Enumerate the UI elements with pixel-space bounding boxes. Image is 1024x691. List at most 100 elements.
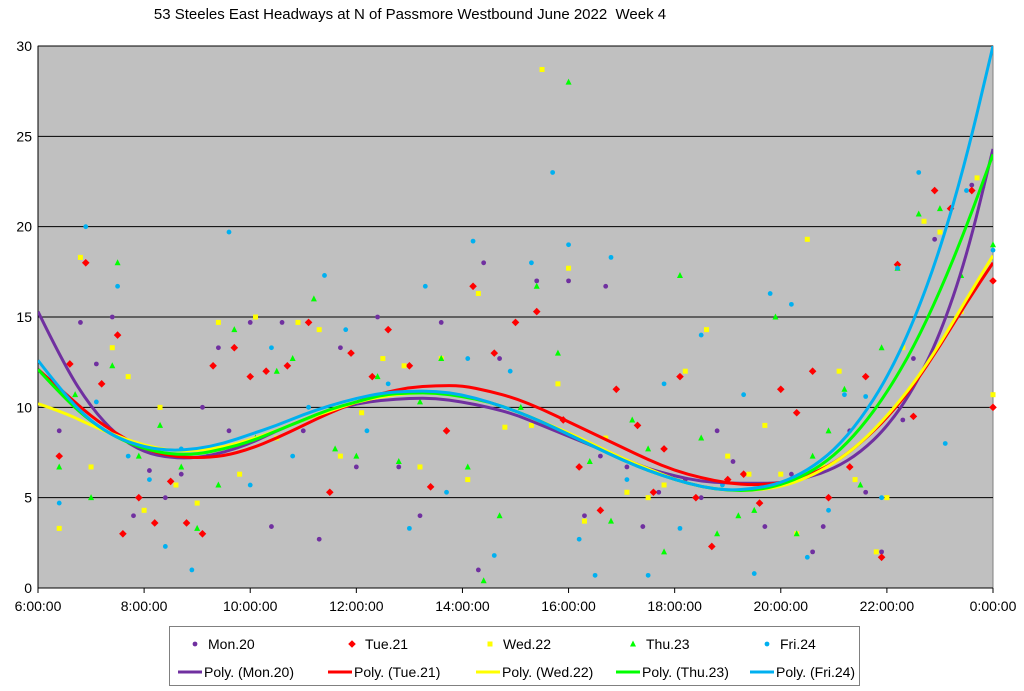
data-point (778, 471, 784, 477)
data-point (364, 428, 370, 434)
data-point (438, 320, 444, 325)
data-point (539, 66, 545, 72)
data-point (194, 500, 200, 506)
data-point (624, 464, 630, 470)
data-point (283, 361, 292, 370)
data-point (661, 482, 667, 488)
data-point (714, 530, 721, 537)
data-point (422, 283, 428, 289)
data-point (491, 553, 497, 558)
data-point (200, 404, 205, 410)
data-point (279, 320, 285, 325)
data-point (475, 567, 481, 573)
data-point (566, 242, 571, 248)
data-point (788, 301, 794, 307)
legend-marker-shape (630, 640, 636, 647)
data-point (645, 495, 651, 501)
data-point (262, 367, 270, 375)
data-point (304, 318, 313, 327)
legend-marker (764, 641, 770, 647)
data-point (582, 513, 587, 519)
data-point (921, 218, 927, 224)
data-point (660, 445, 668, 453)
data-point (566, 265, 572, 271)
data-point (347, 349, 355, 357)
data-point (776, 385, 785, 394)
data-point (209, 361, 217, 370)
legend-item-thu-23: Thu.23 (626, 630, 690, 658)
data-point (969, 182, 975, 188)
data-point (730, 459, 736, 464)
legend-marker (487, 641, 493, 647)
data-point (826, 507, 831, 513)
data-point (825, 427, 832, 434)
data-point (490, 349, 499, 357)
data-point (442, 427, 451, 435)
data-point (808, 367, 817, 375)
data-point (269, 345, 274, 351)
y-tick-label: 15 (16, 309, 32, 325)
data-point (147, 468, 152, 473)
data-point (247, 482, 253, 488)
data-point (624, 489, 630, 495)
y-tick-label: 25 (16, 128, 32, 144)
x-tick-label: 6:00:00 (15, 598, 62, 614)
data-point (608, 517, 614, 524)
y-tick-label: 30 (16, 38, 32, 54)
data-point (157, 404, 163, 410)
data-point (964, 188, 969, 193)
data-point (804, 554, 810, 560)
data-point (83, 224, 89, 230)
data-point (56, 525, 62, 531)
data-point (131, 513, 136, 519)
data-point (306, 404, 311, 410)
x-tick-label: 16:00:00 (541, 598, 596, 614)
trendline-poly-fri-24 (38, 46, 993, 492)
data-point (741, 392, 747, 398)
data-point (385, 381, 391, 387)
legend-label: Poly. (Wed.22) (502, 664, 594, 680)
data-point (597, 453, 603, 459)
data-point (649, 488, 658, 497)
data-point (739, 470, 748, 478)
x-tick-label: 14:00:00 (435, 598, 490, 614)
data-point (465, 477, 471, 483)
legend-marker (192, 641, 198, 647)
data-point (682, 368, 688, 374)
data-point (692, 493, 700, 502)
data-point (762, 422, 768, 428)
data-point (178, 463, 185, 470)
data-point (608, 254, 614, 260)
data-point (566, 278, 571, 284)
x-tick-label: 0:00:00 (970, 598, 1017, 614)
data-point (861, 372, 870, 381)
data-point (990, 247, 996, 253)
data-point (820, 524, 826, 529)
data-point (656, 489, 662, 495)
data-point (384, 325, 392, 334)
data-point (879, 549, 884, 555)
data-point (565, 78, 572, 85)
data-point (470, 238, 476, 244)
data-point (497, 356, 502, 361)
data-point (406, 525, 412, 531)
data-point (109, 345, 115, 351)
data-point (942, 441, 948, 446)
data-point (877, 553, 886, 562)
data-point (93, 399, 99, 405)
legend-label: Poly. (Thu.23) (642, 664, 729, 680)
data-point (788, 471, 794, 477)
data-point (755, 499, 764, 507)
legend-line (750, 670, 774, 674)
data-point (353, 464, 359, 470)
data-point (629, 416, 636, 423)
data-point (810, 549, 816, 555)
legend-item-trendline: Poly. (Wed.22) (476, 658, 593, 686)
data-point (915, 210, 922, 217)
data-point (115, 283, 120, 289)
data-point (863, 489, 869, 495)
data-point (353, 452, 360, 459)
data-point (762, 524, 768, 529)
data-point (529, 260, 534, 266)
legend-item-tue-21: Tue.21 (345, 630, 408, 658)
